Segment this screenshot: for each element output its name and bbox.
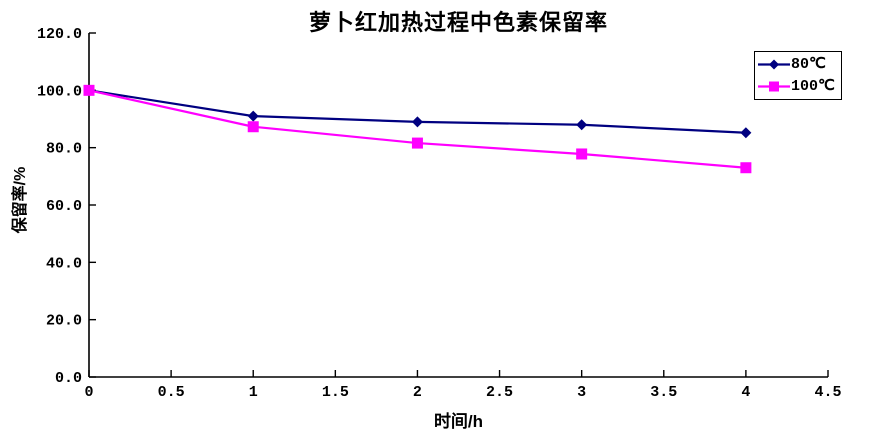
legend-label: 80℃ <box>791 56 826 74</box>
chart-title: 萝卜红加热过程中色素保留率 <box>308 10 608 35</box>
data-point-marker <box>740 162 752 174</box>
data-point-marker <box>247 121 259 133</box>
data-point-marker <box>740 127 752 139</box>
y-tick-label: 100.0 <box>37 83 82 100</box>
legend-item: 100℃ <box>758 76 838 98</box>
x-tick-label: 1.5 <box>322 384 349 401</box>
y-tick-label: 60.0 <box>46 198 82 215</box>
y-tick-label: 20.0 <box>46 313 82 330</box>
legend-label: 100℃ <box>791 77 835 95</box>
x-tick-label: 2 <box>413 384 422 401</box>
x-tick-label: 3.5 <box>650 384 677 401</box>
x-tick-label: 0 <box>84 384 93 401</box>
series-100c <box>83 84 752 174</box>
x-tick-label: 4.5 <box>814 384 841 401</box>
x-tick-label: 3 <box>577 384 586 401</box>
data-point-marker <box>576 119 588 131</box>
data-point-marker <box>576 148 588 160</box>
diamond-marker-icon <box>758 59 790 70</box>
square-marker-icon <box>758 81 790 92</box>
x-tick-label: 4 <box>741 384 750 401</box>
y-tick-label: 80.0 <box>46 141 82 158</box>
y-tick-label: 0.0 <box>55 370 82 387</box>
y-tick-label: 40.0 <box>46 255 82 272</box>
legend: 80℃ 100℃ <box>754 51 842 100</box>
data-point-marker <box>411 116 423 128</box>
x-axis-title: 时间/h <box>433 412 484 431</box>
legend-item: 80℃ <box>758 54 838 76</box>
data-point-marker <box>411 137 423 149</box>
data-point-marker <box>247 110 259 122</box>
x-tick-label: 1 <box>249 384 258 401</box>
y-axis-title: 保留率/% <box>12 166 29 234</box>
x-tick-label: 0.5 <box>158 384 185 401</box>
x-tick-label: 2.5 <box>486 384 513 401</box>
y-tick-label: 120.0 <box>37 26 82 43</box>
legend-marker <box>769 81 779 92</box>
legend-marker <box>769 59 779 70</box>
data-point-marker <box>83 84 95 96</box>
